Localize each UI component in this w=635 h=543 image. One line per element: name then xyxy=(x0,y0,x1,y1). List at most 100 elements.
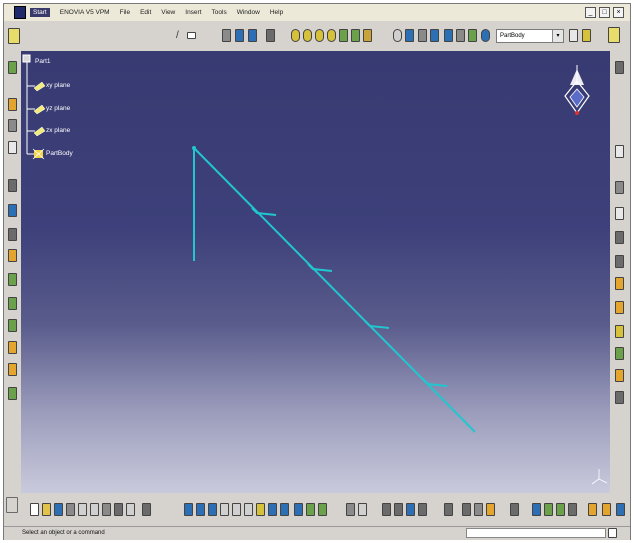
plane-icon[interactable] xyxy=(33,81,46,92)
geometry-viewport[interactable]: Part1 xy plane yz plane zx plane PartBod… xyxy=(21,51,610,493)
sketcher-icon[interactable] xyxy=(608,27,620,43)
whats-this-icon[interactable] xyxy=(142,503,151,516)
shading-icon[interactable] xyxy=(280,503,289,516)
tool-icon-b7[interactable] xyxy=(474,503,483,516)
menu-tools[interactable]: Tools xyxy=(211,9,227,16)
print-icon[interactable] xyxy=(66,503,75,516)
plane-icon[interactable] xyxy=(33,126,46,137)
close-icon[interactable]: × xyxy=(613,7,624,18)
new-icon[interactable] xyxy=(30,503,39,516)
pocket-icon[interactable] xyxy=(303,29,312,42)
cut-icon[interactable] xyxy=(78,503,87,516)
tool-icon-b10[interactable] xyxy=(532,503,541,516)
pan-icon[interactable] xyxy=(208,503,217,516)
tool-icon-13[interactable] xyxy=(8,363,17,376)
tool-icon-14[interactable] xyxy=(8,387,17,400)
normal-view-icon[interactable] xyxy=(256,503,265,516)
menu-enovia[interactable]: ENOVIA V5 VPM xyxy=(59,9,110,16)
tool-icon-9[interactable] xyxy=(8,273,17,286)
tool-icon-b12[interactable] xyxy=(556,503,565,516)
tool-icon-r2[interactable] xyxy=(615,145,624,158)
pad-icon[interactable] xyxy=(291,29,300,42)
save-icon[interactable] xyxy=(54,503,63,516)
hide-show-icon[interactable] xyxy=(294,503,303,516)
tool-icon-b9[interactable] xyxy=(510,503,519,516)
tool-icon-b11[interactable] xyxy=(544,503,553,516)
command-clear-icon[interactable] xyxy=(608,528,617,538)
part-icon[interactable] xyxy=(22,54,31,63)
compass-icon[interactable] xyxy=(564,65,590,115)
menu-start[interactable]: Start xyxy=(30,8,50,17)
rectangle-icon[interactable] xyxy=(187,32,196,39)
formula-f-icon[interactable] xyxy=(346,503,355,516)
menu-view[interactable]: View xyxy=(161,9,176,16)
check-icon[interactable] xyxy=(481,29,490,42)
catia-app-icon[interactable] xyxy=(14,6,26,19)
tool-icon-11[interactable] xyxy=(8,319,17,332)
tool-icon-7[interactable] xyxy=(8,228,17,241)
menu-file[interactable]: File xyxy=(119,9,131,16)
tool-icon-8[interactable] xyxy=(8,249,17,262)
tool-icon-6[interactable] xyxy=(8,204,17,217)
tool-icon-r5[interactable] xyxy=(615,231,624,244)
constraint-icon[interactable] xyxy=(235,29,244,42)
tool-icon-r10[interactable] xyxy=(615,347,624,360)
grid-icon[interactable] xyxy=(248,29,257,42)
tool-icon-r8[interactable] xyxy=(615,301,624,314)
tool-icon-r9[interactable] xyxy=(615,325,624,338)
tool-icon-r11[interactable] xyxy=(615,369,624,382)
iso-view-icon[interactable] xyxy=(268,503,277,516)
tree-item-yz-plane[interactable]: yz plane xyxy=(46,105,71,112)
formula-icon[interactable] xyxy=(430,29,439,42)
tree-root-part[interactable]: Part1 xyxy=(35,58,51,65)
tree-item-zx-plane[interactable]: zx plane xyxy=(46,127,71,134)
tool-icon-r3[interactable] xyxy=(615,181,624,194)
chevron-down-icon[interactable]: ▾ xyxy=(552,30,563,42)
tool-icon-b14[interactable] xyxy=(588,503,597,516)
fly-mode-icon[interactable] xyxy=(184,503,193,516)
workbench-icon[interactable] xyxy=(8,28,20,44)
body-icon[interactable] xyxy=(32,148,45,160)
maximize-icon[interactable]: □ xyxy=(599,7,610,18)
undo-icon[interactable] xyxy=(114,503,123,516)
tool-icon-b1[interactable] xyxy=(382,503,391,516)
groove-icon[interactable] xyxy=(327,29,336,42)
tool-icon-r4[interactable] xyxy=(615,207,624,220)
copy-icon[interactable] xyxy=(90,503,99,516)
sketch-vertex[interactable] xyxy=(192,146,196,150)
minimize-icon[interactable]: _ xyxy=(585,7,596,18)
tool-icon-b3[interactable] xyxy=(406,503,415,516)
swap-space-icon[interactable] xyxy=(306,503,315,516)
slot-icon[interactable] xyxy=(363,29,372,42)
hole-icon[interactable] xyxy=(339,29,348,42)
profile-icon[interactable] xyxy=(222,29,231,42)
menu-window[interactable]: Window xyxy=(236,9,260,16)
command-input[interactable] xyxy=(466,528,606,538)
tool-icon-b13[interactable] xyxy=(568,503,577,516)
zoom-in-icon[interactable] xyxy=(232,503,241,516)
tool-icon-b16[interactable] xyxy=(616,503,625,516)
plane-icon[interactable] xyxy=(33,104,46,115)
tool-icon-2[interactable] xyxy=(8,98,17,111)
tool-icon-10[interactable] xyxy=(8,297,17,310)
analysis-icon[interactable] xyxy=(418,29,427,42)
tool-icon-5[interactable] xyxy=(8,179,17,192)
tool-icon-b2[interactable] xyxy=(394,503,403,516)
scan-icon[interactable] xyxy=(582,29,591,42)
material-icon[interactable] xyxy=(405,29,414,42)
tree-item-partbody[interactable]: PartBody xyxy=(46,150,73,157)
tool-icon-r7[interactable] xyxy=(615,277,624,290)
tool-icon-b8[interactable] xyxy=(486,503,495,516)
tool-icon-12[interactable] xyxy=(8,341,17,354)
rotate-icon[interactable] xyxy=(220,503,229,516)
tool-icon-r6[interactable] xyxy=(615,255,624,268)
search-icon[interactable] xyxy=(358,503,367,516)
sketch-profile[interactable] xyxy=(193,147,476,433)
fit-all-icon[interactable] xyxy=(196,503,205,516)
redo-icon[interactable] xyxy=(126,503,135,516)
tool-icon-b6[interactable] xyxy=(462,503,471,516)
tool-icon-b4[interactable] xyxy=(418,503,427,516)
tool-icon-r1[interactable] xyxy=(615,61,624,74)
part-body-selector[interactable]: PartBody ▾ xyxy=(496,29,564,43)
shaft-icon[interactable] xyxy=(315,29,324,42)
